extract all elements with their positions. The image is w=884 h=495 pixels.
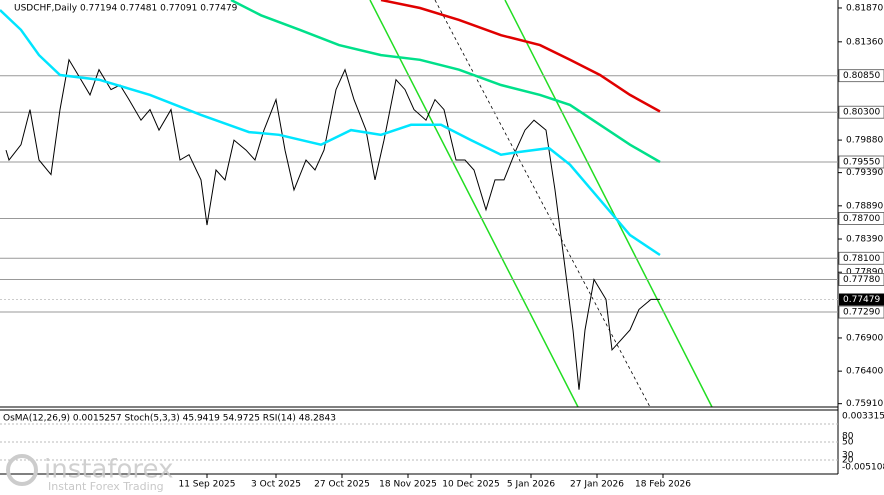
- level-label: 0.77780: [843, 275, 880, 285]
- y-tick-label: 0.76400: [846, 367, 883, 377]
- level-label: 0.77290: [843, 308, 880, 318]
- x-tick-label: 18 Nov 2025: [379, 480, 437, 490]
- level-box: [838, 69, 884, 83]
- level-label: 0.80850: [843, 71, 880, 81]
- current-label: 0.77479: [843, 295, 880, 305]
- series-line: [0, 9, 661, 257]
- indicator-label: OsMA(12,26,9) 0.0015257 Stoch(5,3,3) 45.…: [3, 414, 336, 424]
- level-box: [838, 155, 884, 169]
- trend-channel: [369, 0, 579, 408]
- level-box: [838, 273, 884, 286]
- y-tick-label: 0.76900: [846, 333, 883, 343]
- trend-line: [434, 0, 651, 408]
- indicator-scale-label: 30: [842, 451, 854, 461]
- watermark: instaforex: [44, 455, 173, 485]
- indicator-scale-label: 50: [842, 438, 854, 448]
- x-tick-label: 11 Sep 2025: [178, 480, 235, 490]
- logo: [6, 454, 38, 486]
- y-tick-label: 0.79390: [846, 168, 883, 178]
- level-box: [838, 305, 884, 319]
- series-line: [380, 0, 661, 113]
- x-tick-label: 18 Feb 2026: [635, 480, 691, 490]
- x-tick-label: 27 Oct 2025: [314, 480, 370, 490]
- trend-channel: [504, 0, 713, 408]
- y-tick-label: 0.77890: [846, 268, 883, 278]
- level-label: 0.78100: [843, 254, 880, 264]
- x-tick-label: 3 Oct 2025: [251, 480, 301, 490]
- x-tick-label: 27 Jan 2026: [570, 480, 624, 490]
- level-label: 0.79550: [843, 158, 880, 168]
- y-tick-label: 0.79880: [846, 136, 883, 146]
- y-tick-label: 0.81360: [846, 37, 883, 47]
- indicator-scale-label: 20: [842, 456, 854, 466]
- y-tick-label: 0.78390: [846, 235, 883, 245]
- level-label: 0.78700: [843, 214, 880, 224]
- indicator-scale-label: -0.005108: [842, 463, 884, 473]
- watermark-sub: Instant Forex Trading: [48, 480, 164, 493]
- series-line: [230, 0, 661, 164]
- y-tick-label: 0.75910: [846, 399, 883, 409]
- current-box: [839, 293, 884, 306]
- level-box: [838, 105, 884, 119]
- level-box: [838, 251, 884, 265]
- level-label: 0.80300: [843, 108, 880, 118]
- indicator-scale-label: 80: [842, 432, 854, 442]
- indicator-scale-label: 0.003315: [842, 412, 884, 422]
- chart-title: USDCHF,Daily 0.77194 0.77481 0.77091 0.7…: [14, 4, 238, 14]
- x-tick-label: 10 Dec 2025: [442, 480, 500, 490]
- level-box: [838, 212, 884, 225]
- y-tick-label: 0.81870: [846, 3, 883, 13]
- y-tick-label: 0.78890: [846, 201, 883, 211]
- plot-area: [369, 0, 713, 408]
- x-tick-label: 5 Jan 2026: [507, 480, 555, 490]
- series-line: [5, 58, 660, 390]
